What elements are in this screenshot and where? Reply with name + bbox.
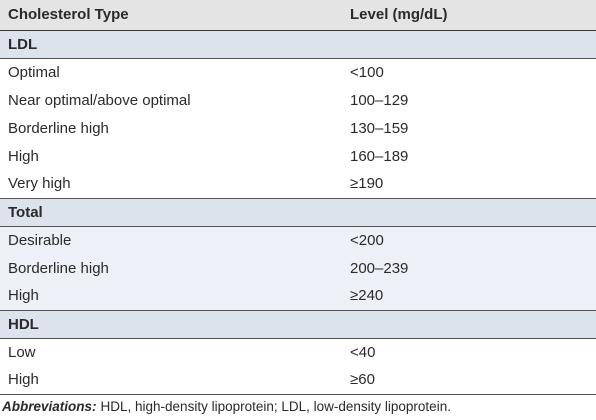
section-row: Total	[0, 197, 596, 227]
type-cell: Very high	[8, 175, 71, 193]
data-row: Low <40	[0, 338, 596, 366]
cholesterol-table: Cholesterol Type Level (mg/dL) LDL Optima…	[0, 0, 596, 395]
level-cell: 130–159	[350, 119, 409, 137]
type-cell: High	[8, 147, 39, 165]
section-title: HDL	[0, 309, 596, 339]
section-title: LDL	[0, 29, 596, 59]
data-row: Optimal <100	[0, 58, 596, 86]
section-row: LDL	[0, 29, 596, 59]
header-row: Cholesterol Type Level (mg/dL)	[0, 0, 596, 31]
type-cell: High	[8, 287, 39, 305]
type-cell: Desirable	[8, 231, 72, 249]
type-cell: Low	[8, 343, 36, 361]
data-row: Borderline high 200–239	[0, 254, 596, 282]
level-cell: ≥190	[350, 175, 384, 193]
level-cell: 100–129	[350, 91, 409, 109]
type-cell: Optimal	[8, 63, 60, 81]
data-row: High ≥240	[0, 282, 596, 310]
table-body: LDL Optimal <100 Near optimal/above optimal…	[0, 29, 596, 395]
data-row: High ≥60	[0, 366, 596, 395]
level-cell: <100	[350, 63, 384, 81]
header-cell: Level (mg/dL)	[342, 0, 596, 31]
footnote-text: HDL, high-density lipoprotein; LDL, low-…	[100, 399, 451, 414]
type-cell: High	[0, 366, 342, 395]
section-row: HDL	[0, 309, 596, 339]
level-cell: 160–189	[350, 147, 409, 165]
footnote-label: Abbreviations:	[2, 399, 97, 414]
data-row: Borderline high 130–159	[0, 114, 596, 142]
footnote: Abbreviations: HDL, high-density lipoprot…	[2, 399, 451, 414]
type-cell: Borderline high	[8, 259, 109, 277]
data-row: High 160–189	[0, 142, 596, 170]
section-title: Total	[0, 197, 596, 227]
level-cell: <200	[350, 231, 384, 249]
type-cell: Near optimal/above optimal	[8, 91, 191, 109]
level-cell: ≥60	[342, 366, 596, 395]
type-cell: Borderline high	[8, 119, 109, 137]
level-cell: 200–239	[350, 259, 409, 277]
data-row: Desirable <200	[0, 226, 596, 254]
level-cell: <40	[350, 343, 376, 361]
data-row: Very high ≥190	[0, 170, 596, 198]
level-cell: ≥240	[350, 287, 384, 305]
table-header: Cholesterol Type Level (mg/dL)	[0, 0, 596, 31]
data-row: Near optimal/above optimal 100–129	[0, 86, 596, 114]
header-cell: Cholesterol Type	[0, 0, 342, 31]
